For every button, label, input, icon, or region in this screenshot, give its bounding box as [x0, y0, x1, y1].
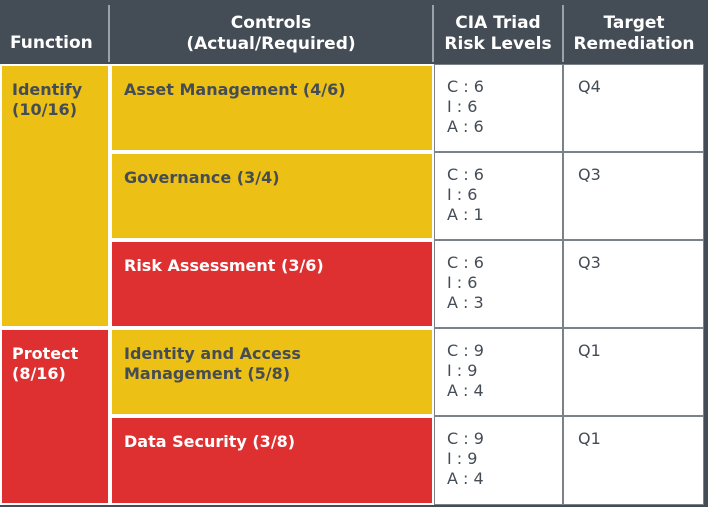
header-target: Target Remediation: [564, 5, 704, 62]
cia-availability: A : 6: [447, 117, 484, 136]
header-divider: [432, 5, 434, 62]
cia-integrity: I : 6: [447, 185, 478, 204]
header-target-line2: Remediation: [573, 33, 695, 54]
cia-availability: A : 4: [447, 381, 484, 400]
cia-confidentiality: C : 9: [447, 341, 484, 360]
function-score: (8/16): [12, 364, 66, 383]
target-quarter: Q4: [578, 77, 601, 96]
target-cell: Q4: [563, 64, 704, 152]
cia-confidentiality: C : 9: [447, 429, 484, 448]
cia-cell: C : 6 I : 6 A : 6: [434, 64, 563, 152]
function-cell-protect: Protect (8/16): [0, 328, 110, 505]
cia-confidentiality: C : 6: [447, 253, 484, 272]
cia-cell: C : 6 I : 6 A : 1: [434, 152, 563, 240]
header-function-label: Function: [10, 33, 93, 53]
header-controls-line2: (Actual/Required): [186, 33, 356, 54]
function-score: (10/16): [12, 100, 77, 119]
cia-availability: A : 3: [447, 293, 484, 312]
target-quarter: Q3: [578, 253, 601, 272]
target-cell: Q1: [563, 416, 704, 505]
control-label: Asset Management (4/6): [124, 80, 346, 99]
control-cell: Governance (3/4): [110, 152, 434, 240]
header-cia-line2: Risk Levels: [444, 33, 552, 54]
header-controls-line1: Controls: [230, 12, 312, 33]
cia-integrity: I : 9: [447, 449, 478, 468]
control-cell: Risk Assessment (3/6): [110, 240, 434, 328]
control-cell: Asset Management (4/6): [110, 64, 434, 152]
cia-integrity: I : 6: [447, 273, 478, 292]
control-label: Data Security (3/8): [124, 432, 296, 451]
target-cell: Q3: [563, 152, 704, 240]
control-cell: Data Security (3/8): [110, 416, 434, 505]
header-divider: [108, 5, 110, 62]
control-label: Risk Assessment (3/6): [124, 256, 324, 275]
cia-availability: A : 4: [447, 469, 484, 488]
control-label: Identity and Access: [124, 344, 301, 363]
function-cell-identify: Identify (10/16): [0, 64, 110, 328]
control-label-cont: Management (5/8): [124, 364, 291, 383]
cia-confidentiality: C : 6: [447, 165, 484, 184]
target-quarter: Q1: [578, 341, 601, 360]
control-cell: Identity and Access Management (5/8): [110, 328, 434, 416]
target-quarter: Q3: [578, 165, 601, 184]
cia-cell: C : 6 I : 6 A : 3: [434, 240, 563, 328]
control-label: Governance (3/4): [124, 168, 280, 187]
cia-integrity: I : 6: [447, 97, 478, 116]
function-label: Protect: [12, 344, 79, 363]
target-quarter: Q1: [578, 429, 601, 448]
cia-cell: C : 9 I : 9 A : 4: [434, 416, 563, 505]
cia-availability: A : 1: [447, 205, 484, 224]
header-cia-line1: CIA Triad: [455, 12, 541, 33]
cia-integrity: I : 9: [447, 361, 478, 380]
function-label: Identify: [12, 80, 83, 99]
header-divider: [562, 5, 564, 62]
target-cell: Q1: [563, 328, 704, 416]
target-cell: Q3: [563, 240, 704, 328]
header-function: Function: [0, 5, 108, 62]
cia-cell: C : 9 I : 9 A : 4: [434, 328, 563, 416]
header-cia: CIA Triad Risk Levels: [434, 5, 562, 62]
cia-confidentiality: C : 6: [447, 77, 484, 96]
header-controls: Controls (Actual/Required): [110, 5, 432, 62]
header-target-line1: Target: [603, 12, 665, 33]
